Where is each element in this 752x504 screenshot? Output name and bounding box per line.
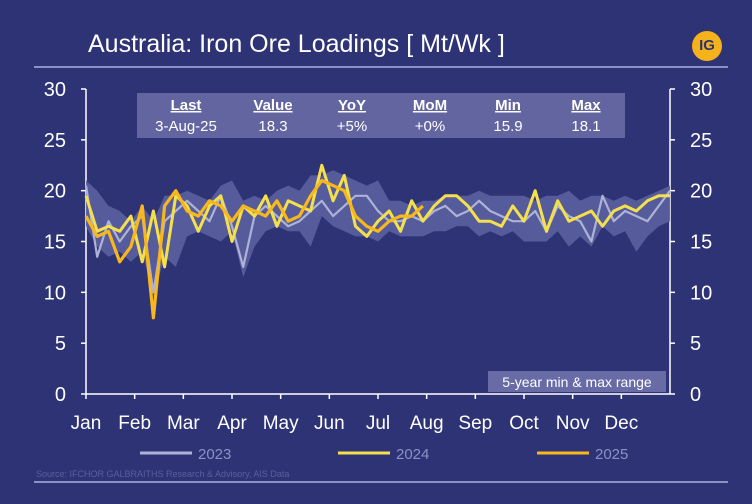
y-tick-label-left: 25 <box>44 130 66 152</box>
y-tick-label-left: 5 <box>55 333 66 355</box>
y-tick-label-left: 15 <box>44 232 66 254</box>
stats-header: Value <box>253 97 292 114</box>
stats-header: Max <box>571 97 601 114</box>
stats-box <box>137 93 625 138</box>
range-band <box>86 170 670 298</box>
stats-value: 18.1 <box>571 118 600 135</box>
y-tick-label-right: 5 <box>690 333 701 355</box>
legend-label-2023: 2023 <box>198 446 231 463</box>
chart-axes: 0 0 5 5 10 10 15 15 20 20 25 25 30 30 Jan Feb Mar Apr May J… <box>44 79 713 434</box>
bottom-divider <box>34 481 728 483</box>
stats-header: Min <box>495 97 521 114</box>
stats-value: +5% <box>337 118 367 135</box>
stats-header: YoY <box>338 97 366 114</box>
y-tick-label-left: 10 <box>44 282 66 304</box>
stats-value: 18.3 <box>258 118 287 135</box>
x-tick-label: Jul <box>366 413 390 434</box>
x-tick-label: Feb <box>118 413 151 434</box>
x-tick-label: Apr <box>217 413 247 434</box>
legend: 2023 2024 2025 <box>140 446 628 463</box>
stats-value: 3-Aug-25 <box>155 118 217 135</box>
y-tick-label-left: 20 <box>44 181 66 203</box>
y-tick-label-left: 30 <box>44 79 66 101</box>
stats-header: Last <box>171 97 202 114</box>
chart-title: Australia: Iron Ore Loadings [ Mt/Wk ] <box>88 30 505 58</box>
x-tick-label: Nov <box>556 413 590 434</box>
top-divider <box>34 66 728 68</box>
series-line-2025 <box>84 178 424 320</box>
x-tick-label: Oct <box>509 413 539 434</box>
range-band-layer <box>86 170 670 298</box>
legend-label-2024: 2024 <box>396 446 429 463</box>
x-tick-label: Dec <box>604 413 638 434</box>
stats-value: +0% <box>415 118 445 135</box>
x-tick-label: Aug <box>410 413 444 434</box>
series-layer <box>84 163 671 320</box>
y-tick-label-right: 10 <box>690 282 712 304</box>
stats-value: 15.9 <box>493 118 522 135</box>
x-tick-label: Jan <box>71 413 102 434</box>
source-note: Source: IFCHOR GALBRAITHS Research & Adv… <box>36 469 290 479</box>
stats-header: MoM <box>413 97 447 114</box>
x-tick-label: Sep <box>458 413 492 434</box>
legend-label-2025: 2025 <box>595 446 628 463</box>
x-tick-label: May <box>263 413 299 434</box>
y-tick-label-left: 0 <box>55 384 66 406</box>
ig-logo: IG <box>692 31 722 61</box>
range-label-bg <box>488 371 666 392</box>
range-label-box: 5-year min & max range <box>488 371 666 392</box>
range-label-text: 5-year min & max range <box>502 374 652 390</box>
x-tick-label: Jun <box>314 413 345 434</box>
y-tick-label-right: 20 <box>690 181 712 203</box>
y-tick-label-right: 0 <box>690 384 701 406</box>
x-tick-label: Mar <box>167 413 200 434</box>
y-tick-label-right: 30 <box>690 79 712 101</box>
y-tick-label-right: 15 <box>690 232 712 254</box>
y-tick-label-right: 25 <box>690 130 712 152</box>
stats-table: Last Value YoY MoM Min Max 3-Aug-25 18.3 +5% +0% 1… <box>137 93 625 138</box>
